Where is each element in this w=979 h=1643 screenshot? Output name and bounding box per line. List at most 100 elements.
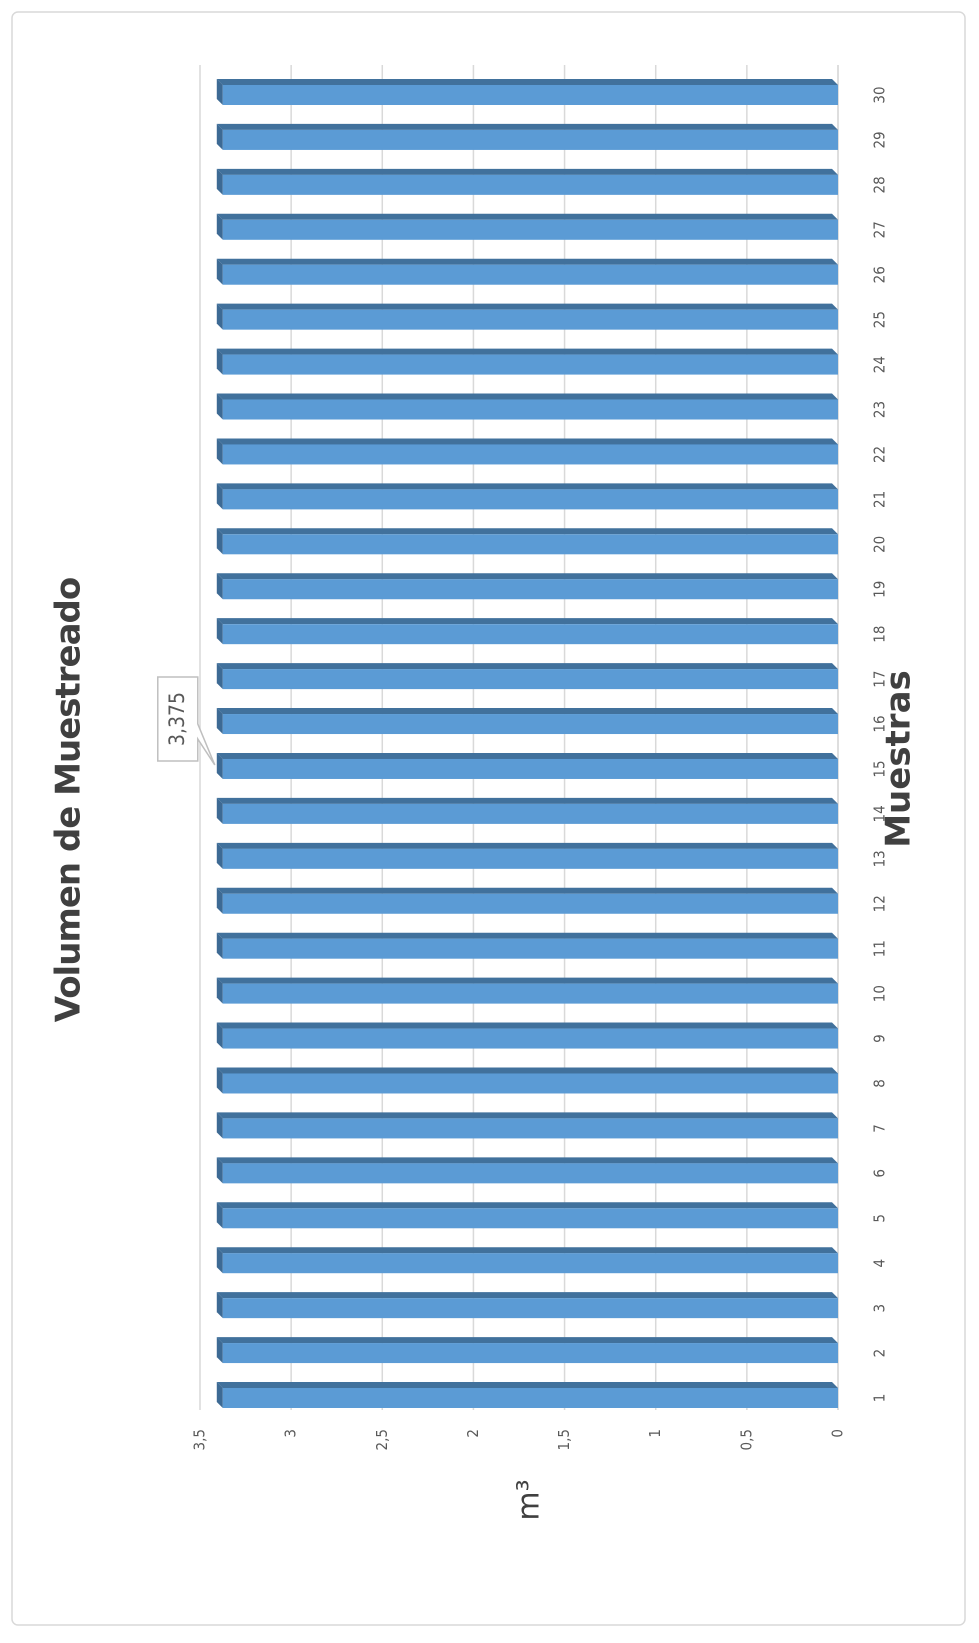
bar-depth [216, 348, 223, 375]
bar-side [216, 1022, 838, 1029]
bar-side [216, 573, 838, 580]
bar-depth [216, 1157, 223, 1184]
bar-depth [216, 1022, 223, 1049]
bar [222, 579, 839, 600]
bar-side [216, 393, 838, 400]
bar-side [216, 752, 838, 759]
bar-depth [216, 842, 223, 869]
x-tick-label: 21 [871, 491, 889, 508]
x-tick-label: 30 [871, 86, 889, 103]
bar [222, 803, 839, 824]
bar [222, 848, 839, 869]
bar [222, 983, 839, 1004]
x-tick-label: 22 [871, 446, 889, 463]
bar [222, 1253, 839, 1274]
bar-side [216, 932, 838, 939]
x-tick-label: 7 [871, 1124, 889, 1133]
x-tick-label: 2 [871, 1349, 889, 1358]
bar [222, 444, 839, 465]
x-tick-label: 23 [871, 401, 889, 418]
x-tick-label: 17 [871, 671, 889, 688]
bar-side [216, 438, 838, 445]
bar-side [216, 887, 838, 894]
bar-side [216, 977, 838, 984]
x-tick-label: 15 [871, 760, 889, 777]
y-tick-label: 3 [282, 1429, 300, 1438]
x-tick-label: 10 [871, 985, 889, 1002]
x-tick-label: 5 [871, 1214, 889, 1223]
bar-depth [216, 1202, 223, 1229]
bar-side [216, 303, 838, 310]
bar-side [216, 348, 838, 355]
x-tick-label: 24 [871, 356, 889, 373]
x-tick-label: 14 [871, 805, 889, 822]
bar-side [216, 1157, 838, 1164]
chart-title: Volumen de Muestreado [49, 578, 89, 1023]
bar-depth [216, 258, 223, 285]
x-tick-label: 9 [871, 1034, 889, 1043]
bar-depth [216, 1382, 223, 1408]
bar [222, 264, 839, 285]
bar-side [216, 1112, 838, 1119]
bar [222, 85, 839, 105]
bar [222, 534, 839, 555]
y-tick-label: 2 [464, 1429, 482, 1438]
bar-side [216, 1337, 838, 1344]
bar-depth [216, 168, 223, 195]
bar [222, 1163, 839, 1184]
bar [222, 399, 839, 420]
bar-side [216, 1382, 838, 1388]
bar [222, 1028, 839, 1049]
bar [222, 938, 839, 959]
bar [222, 1208, 839, 1229]
bar-depth [216, 1067, 223, 1094]
bar [222, 1388, 839, 1408]
y-tick-label: 3,5 [191, 1429, 209, 1450]
bar-side [216, 79, 838, 85]
bar [222, 354, 839, 375]
bar-depth [216, 1292, 223, 1319]
bar-depth [216, 303, 223, 330]
bar-depth [216, 483, 223, 510]
bar [222, 714, 839, 735]
x-tick-label: 20 [871, 536, 889, 553]
x-tick-label: 8 [871, 1079, 889, 1088]
bar-side [216, 797, 838, 804]
x-tick-label: 4 [871, 1259, 889, 1268]
bar [222, 1343, 839, 1364]
x-tick-label: 3 [871, 1304, 889, 1313]
bar-depth [216, 438, 223, 465]
bar-depth [216, 213, 223, 240]
x-tick-label: 6 [871, 1169, 889, 1178]
x-tick-label: 16 [871, 715, 889, 732]
plot: Volumen de Muestreado Muestras m³ 00,511… [49, 65, 919, 1521]
bar-depth [216, 1337, 223, 1364]
bar [222, 219, 839, 240]
bar-depth [216, 79, 223, 105]
bar [222, 893, 839, 914]
bar [222, 1073, 839, 1094]
x-tick-label: 19 [871, 581, 889, 598]
bar-depth [216, 887, 223, 914]
y-tick-label: 2,5 [373, 1429, 391, 1450]
bar-depth [216, 1247, 223, 1274]
bar-side [216, 1067, 838, 1074]
callout [157, 676, 216, 766]
bar-side [216, 1202, 838, 1209]
bar-side [216, 842, 838, 849]
bar-depth [216, 618, 223, 645]
bar-depth [216, 123, 223, 150]
bar-depth [216, 708, 223, 735]
bar [222, 624, 839, 645]
bar-side [216, 483, 838, 490]
bar-side [216, 213, 838, 220]
x-tick-label: 28 [871, 176, 889, 193]
y-axis-title: m³ [512, 1479, 547, 1520]
bar [222, 1298, 839, 1319]
bar-side [216, 708, 838, 715]
bar [222, 174, 839, 195]
bar-side [216, 1247, 838, 1254]
bar [222, 129, 839, 150]
bar-depth [216, 663, 223, 690]
